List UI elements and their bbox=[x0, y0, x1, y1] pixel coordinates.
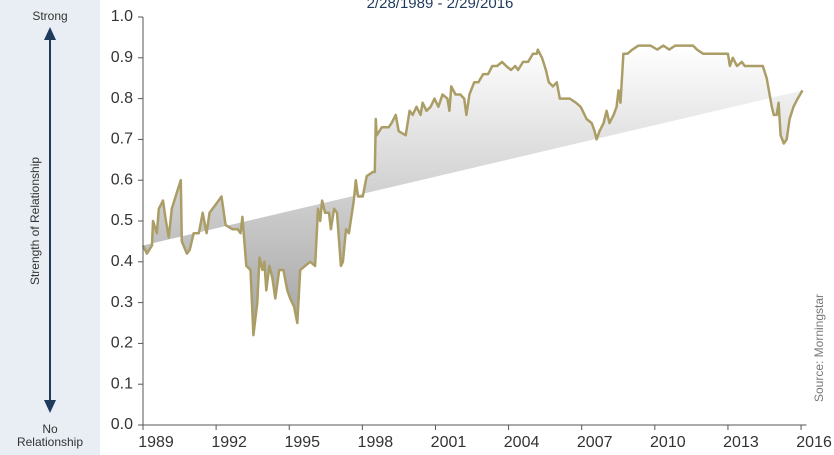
x-tick-label: 2013 bbox=[723, 434, 759, 451]
y-tick-label: 0.4 bbox=[111, 253, 133, 270]
y-tick-label: 0.6 bbox=[111, 171, 133, 188]
source: Source: Morningstar bbox=[812, 294, 826, 402]
y-axis-label: Strength of Relationship bbox=[28, 157, 42, 285]
y-tick-label: 0.2 bbox=[111, 335, 133, 352]
x-tick-label: 2016 bbox=[796, 434, 832, 451]
y-tick-label: 0.3 bbox=[111, 294, 133, 311]
x-tick-label: 1995 bbox=[284, 434, 320, 451]
line bbox=[141, 44, 804, 337]
y-tick-label: 0.0 bbox=[111, 416, 133, 433]
x-tick-label: 1992 bbox=[211, 434, 247, 451]
x-tick-label: 2007 bbox=[577, 434, 613, 451]
arrow-head-up bbox=[44, 27, 56, 40]
y-tick-label: 0.9 bbox=[111, 49, 133, 66]
subtitle: 2/28/1989 - 2/29/2016 bbox=[367, 0, 514, 12]
y-tick-label: 1.0 bbox=[111, 8, 133, 25]
arrow-head-down bbox=[44, 400, 56, 413]
x-tick-label: 2010 bbox=[650, 434, 686, 451]
y-tick-label: 0.7 bbox=[111, 131, 133, 148]
y-tick-label: 0.8 bbox=[111, 90, 133, 107]
top-label: Strong bbox=[32, 9, 68, 23]
x-tick-label: 1998 bbox=[358, 434, 394, 451]
x-tick-label: 1989 bbox=[138, 434, 174, 451]
y-tick-label: 0.1 bbox=[111, 375, 133, 392]
bottom-label: No Relationship bbox=[16, 422, 84, 449]
x-tick-label: 2001 bbox=[431, 434, 467, 451]
y-tick-label: 0.5 bbox=[111, 212, 133, 229]
x-tick-label: 2004 bbox=[504, 434, 540, 451]
